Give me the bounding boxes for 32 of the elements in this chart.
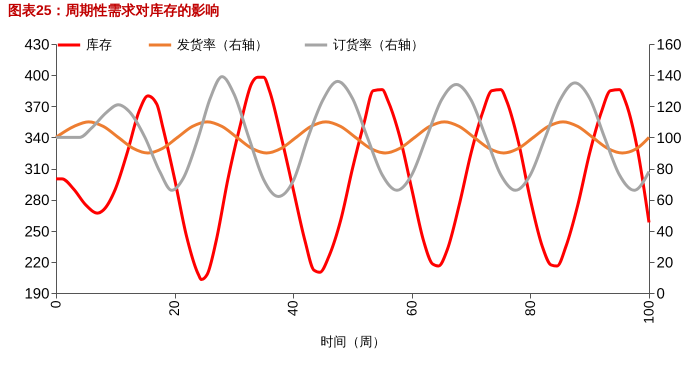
x-tick-label: 80 bbox=[522, 300, 538, 316]
line-series bbox=[54, 75, 650, 198]
chart-title: 图表25：周期性需求对库存的影响 bbox=[8, 2, 220, 18]
y-tick-label: 190 bbox=[24, 286, 50, 302]
y2-tick-label: 160 bbox=[656, 36, 682, 54]
x-tick-label: 60 bbox=[403, 300, 420, 316]
y-tick-label: 430 bbox=[24, 36, 50, 54]
legend-label: 订货率（右轴） bbox=[333, 37, 424, 52]
y-tick-label: 400 bbox=[24, 68, 50, 85]
y-tick-label: 310 bbox=[24, 161, 50, 178]
y-tick-label: 250 bbox=[24, 223, 50, 240]
y-tick-label: 370 bbox=[24, 98, 50, 116]
y-tick-label: 280 bbox=[24, 192, 50, 210]
x-tick-label: 40 bbox=[284, 300, 301, 316]
y-tick-label: 340 bbox=[24, 130, 50, 147]
y2-tick-label: 120 bbox=[656, 98, 682, 116]
y2-tick-label: 0 bbox=[656, 286, 665, 302]
y-tick-label: 220 bbox=[24, 254, 50, 272]
x-tick-label: 20 bbox=[166, 300, 182, 316]
legend-label: 库存 bbox=[86, 37, 112, 52]
y2-tick-label: 80 bbox=[656, 161, 674, 178]
line-series bbox=[54, 120, 650, 154]
x-tick-label: 0 bbox=[48, 300, 64, 308]
y2-tick-label: 60 bbox=[656, 192, 674, 210]
y2-tick-label: 20 bbox=[656, 254, 674, 272]
x-tick-label: 100 bbox=[640, 300, 656, 324]
y2-tick-label: 40 bbox=[656, 223, 674, 240]
legend-label: 发货率（右轴） bbox=[177, 37, 268, 52]
line-series bbox=[54, 76, 650, 282]
y2-tick-label: 100 bbox=[656, 130, 682, 147]
x-axis-title: 时间（周） bbox=[320, 334, 386, 349]
y2-tick-label: 140 bbox=[656, 68, 682, 85]
